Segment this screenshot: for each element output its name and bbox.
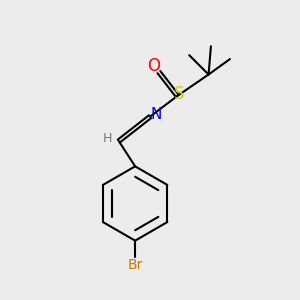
Text: H: H — [103, 132, 112, 145]
Text: N: N — [150, 107, 162, 122]
Text: Br: Br — [128, 258, 143, 272]
Text: S: S — [174, 85, 184, 103]
Text: O: O — [147, 57, 160, 75]
